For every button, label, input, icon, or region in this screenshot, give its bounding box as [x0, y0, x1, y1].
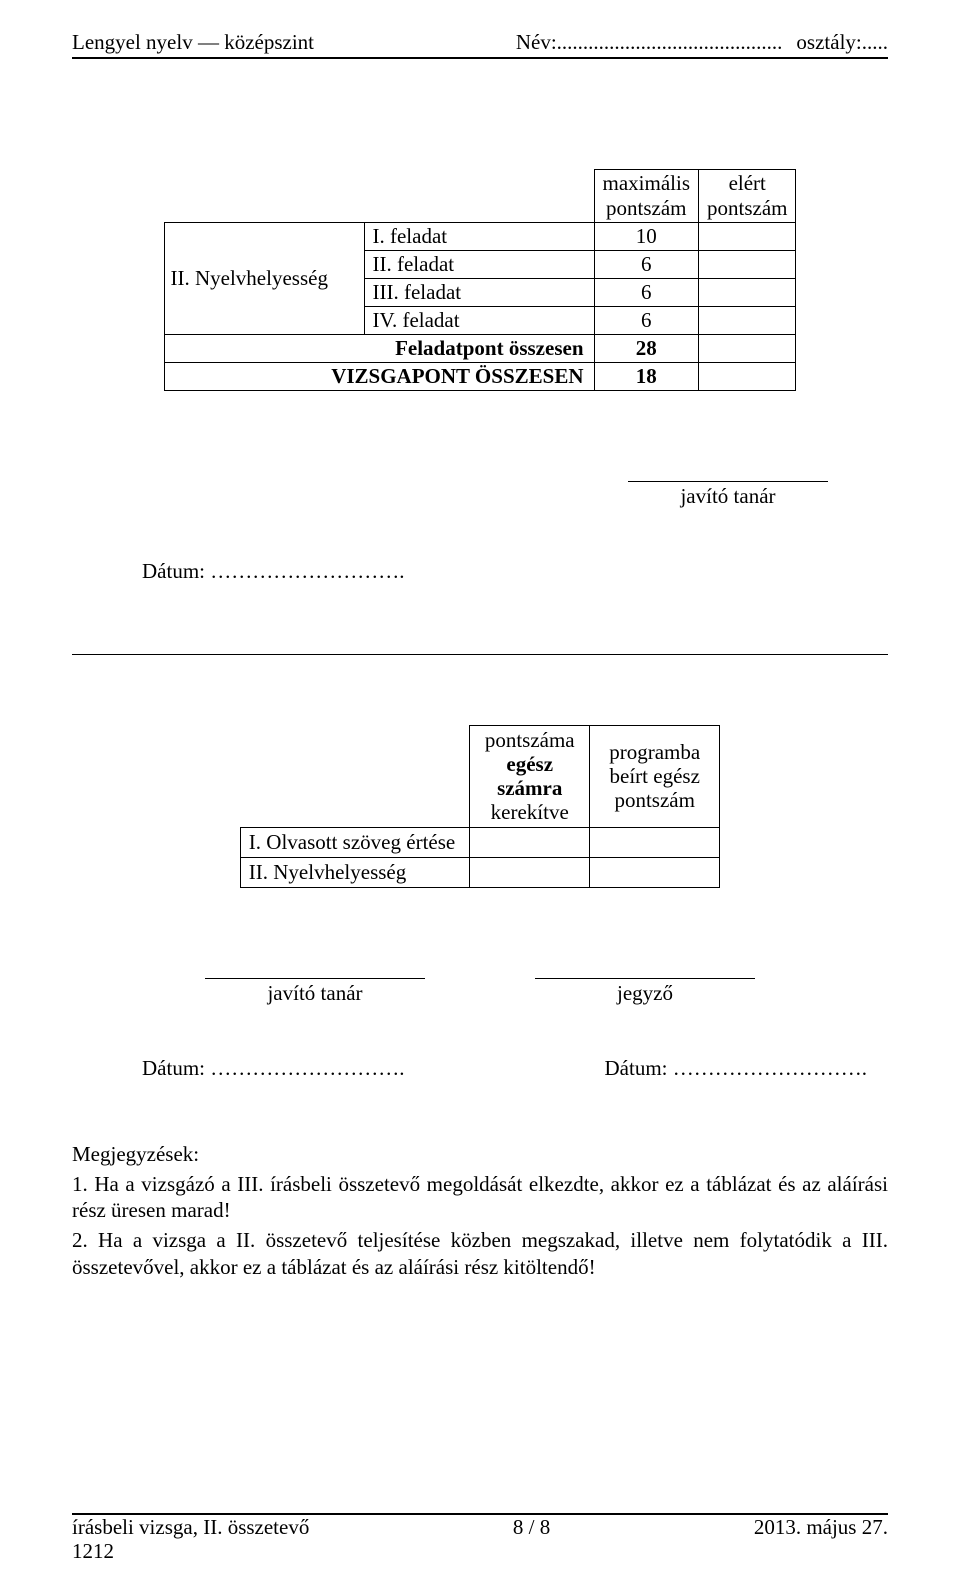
signature-line — [205, 978, 425, 979]
date-dots: ………………………. — [668, 1056, 868, 1080]
col-got-text: elért pontszám — [707, 171, 787, 220]
footer-left-l2: 1212 — [72, 1539, 114, 1563]
signature-teacher-2: javító tanár — [205, 978, 425, 1006]
h1l2: egész — [506, 752, 553, 776]
sum2-label: VIZSGAPONT ÖSSZESEN — [164, 363, 594, 391]
row2-blank — [590, 827, 720, 857]
signature-line — [535, 978, 755, 979]
page-footer: írásbeli vizsga, II. összetevő 1212 8 / … — [72, 1515, 888, 1563]
table-row: II. Nyelvhelyesség I. feladat 10 — [164, 223, 796, 251]
row-blank — [699, 363, 796, 391]
table-row: II. Nyelvhelyesség — [240, 857, 719, 887]
score-table-2-wrap: pontszáma egész számra kerekítve program… — [72, 725, 888, 888]
class-label: osztály: — [796, 30, 861, 54]
class-dots: ..... — [862, 30, 888, 54]
group-label: II. Nyelvhelyesség — [164, 223, 364, 335]
h1l4: kerekítve — [491, 800, 569, 824]
signature-recorder: jegyző — [535, 978, 755, 1006]
score-table-2: pontszáma egész számra kerekítve program… — [240, 725, 720, 888]
row2-blank — [590, 857, 720, 887]
score-table-1-wrap: maximális pontszám elért pontszám II. Ny… — [72, 169, 888, 391]
page: Lengyel nyelv — középszint Név:.........… — [0, 0, 960, 1593]
table-row: Feladatpont összesen 28 — [164, 335, 796, 363]
row-label: II. feladat — [364, 251, 594, 279]
row2-blank — [470, 857, 590, 887]
row2-label: II. Nyelvhelyesség — [240, 857, 469, 887]
row-blank — [699, 251, 796, 279]
row2-blank — [470, 827, 590, 857]
date-row-2: Dátum: ………………………. Dátum: ………………………. — [72, 1056, 888, 1081]
signature-line — [628, 481, 828, 482]
h1l1: pontszáma — [485, 728, 575, 752]
header-right: Név:....................................… — [516, 30, 888, 55]
footer-right: 2013. május 27. — [754, 1515, 888, 1540]
date-label: Dátum: — [142, 1056, 205, 1080]
table-row: I. Olvasott szöveg értése — [240, 827, 719, 857]
row-blank — [699, 335, 796, 363]
class-field: osztály:..... — [796, 30, 888, 55]
row-label: IV. feladat — [364, 307, 594, 335]
row-max: 6 — [594, 279, 699, 307]
signature-block-2: javító tanár jegyző — [72, 978, 888, 1006]
mid-divider-wrap — [72, 654, 888, 655]
date-dots: ………………………. — [205, 1056, 405, 1080]
signature-label: jegyző — [535, 981, 755, 1006]
page-header: Lengyel nyelv — középszint Név:.........… — [72, 30, 888, 55]
sum1-label: Feladatpont összesen — [164, 335, 594, 363]
row-blank — [699, 307, 796, 335]
col-got: elért pontszám — [699, 170, 796, 223]
h2l1: programba — [609, 740, 700, 764]
date-left: Dátum: ………………………. — [142, 1056, 405, 1081]
col2-head-1: pontszáma egész számra kerekítve — [470, 726, 590, 828]
row-max: 6 — [594, 307, 699, 335]
row-max: 6 — [594, 251, 699, 279]
col2-head-2: programba beírt egész pontszám — [590, 726, 720, 828]
row-label: I. feladat — [364, 223, 594, 251]
h1l3: számra — [497, 776, 562, 800]
header-left: Lengyel nyelv — középszint — [72, 30, 314, 55]
signature-teacher: javító tanár — [628, 481, 828, 509]
footer-left: írásbeli vizsga, II. összetevő 1212 — [72, 1515, 309, 1563]
mid-divider — [72, 654, 888, 655]
name-field: Név:....................................… — [516, 30, 783, 55]
row2-label: I. Olvasott szöveg értése — [240, 827, 469, 857]
notes-block: Megjegyzések: 1. Ha a vizsgázó a III. ír… — [72, 1141, 888, 1280]
table-row: maximális pontszám elért pontszám — [164, 170, 796, 223]
date-label: Dátum: — [142, 559, 205, 583]
date-right: Dátum: ………………………. — [605, 1056, 868, 1081]
notes-title: Megjegyzések: — [72, 1141, 888, 1167]
h2l2: beírt egész — [610, 764, 700, 788]
name-label: Név: — [516, 30, 557, 54]
notes-p1: 1. Ha a vizsgázó a III. írásbeli összete… — [72, 1171, 888, 1224]
table-row: pontszáma egész számra kerekítve program… — [240, 726, 719, 828]
sum1-val: 28 — [594, 335, 699, 363]
signature-label: javító tanár — [205, 981, 425, 1006]
score-table-1: maximális pontszám elért pontszám II. Ny… — [164, 169, 797, 391]
date-row-1: Dátum: ………………………. — [72, 559, 888, 584]
date-dots: ………………………. — [205, 559, 405, 583]
table-row: VIZSGAPONT ÖSSZESEN 18 — [164, 363, 796, 391]
signature-block-1: javító tanár — [72, 481, 888, 509]
col-max: maximális pontszám — [594, 170, 699, 223]
name-dots: ........................................… — [557, 30, 783, 54]
footer-left-l1: írásbeli vizsga, II. összetevő — [72, 1515, 309, 1539]
header-rule — [72, 57, 888, 59]
sum2-val: 18 — [594, 363, 699, 391]
row-blank — [699, 223, 796, 251]
signature-label: javító tanár — [628, 484, 828, 509]
row-max: 10 — [594, 223, 699, 251]
date-label: Dátum: — [605, 1056, 668, 1080]
notes-p2: 2. Ha a vizsga a II. összetevő teljesíté… — [72, 1227, 888, 1280]
col-max-text: maximális pontszám — [603, 171, 691, 220]
footer-center: 8 / 8 — [513, 1515, 550, 1540]
row-blank — [699, 279, 796, 307]
h2l3: pontszám — [614, 788, 694, 812]
row-label: III. feladat — [364, 279, 594, 307]
